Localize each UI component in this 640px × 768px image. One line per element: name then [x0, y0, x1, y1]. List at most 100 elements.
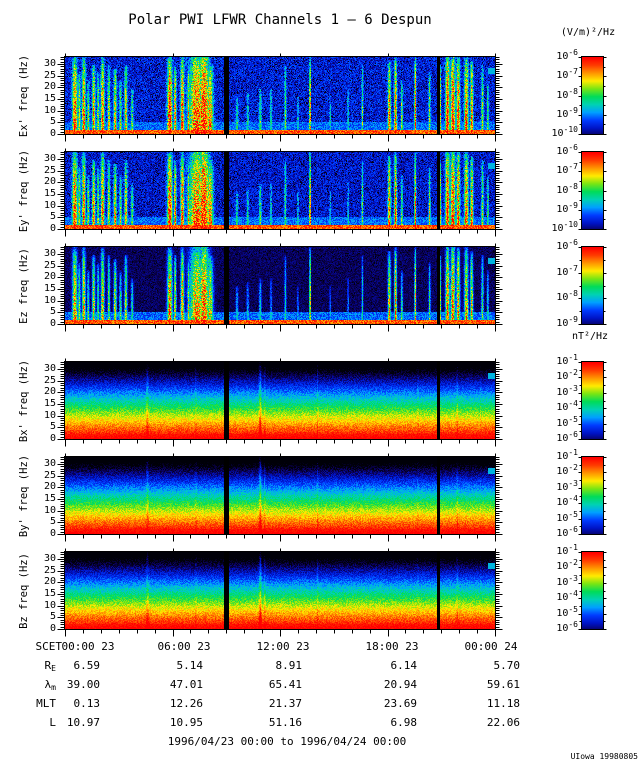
colorbar-tick-label: 10-8	[520, 289, 578, 303]
y-tick-label: 20	[43, 81, 56, 92]
colorbar-tick-label: 10-10	[520, 125, 579, 139]
y-tick-label: 0	[49, 128, 56, 139]
y-tick-label: 25	[43, 565, 56, 576]
row-label-text: MLT	[36, 697, 56, 710]
colorbar-tick-label: 10-7	[520, 264, 578, 278]
y-axis-label-ey: Ey' freq (Hz)	[18, 149, 30, 232]
ephemeris-value: 6.59	[73, 659, 101, 672]
y-tick-label: 30	[43, 458, 56, 469]
y-tick-label: 30	[43, 248, 56, 259]
ephemeris-value: 8.91	[275, 659, 303, 672]
colorbar-tick-label: 10-9	[520, 201, 578, 215]
colorbar-base: 10	[556, 90, 569, 101]
y-tick-label: 30	[43, 58, 56, 69]
scet-time-label: 00:00 23	[61, 640, 115, 653]
y-tick-label: 20	[43, 176, 56, 187]
colorbar-base: 10	[556, 402, 569, 413]
colorbar-base: 10	[556, 267, 569, 278]
colorbar-exponent: -5	[568, 415, 578, 424]
colorbar-exponent: -7	[568, 162, 578, 171]
row-label-subscript: m	[51, 683, 56, 692]
colorbar-exponent: -1	[568, 448, 578, 457]
y-tick-label: 0	[49, 528, 56, 539]
colorbar-base: 10	[556, 146, 569, 157]
ephemeris-value: 51.16	[268, 716, 302, 729]
colorbar-tick-label: 10-3	[520, 384, 578, 398]
colorbar-tick-label: 10-8	[520, 87, 578, 101]
ephemeris-value: 5.70	[493, 659, 521, 672]
colorbar-exponent: -3	[568, 574, 578, 583]
colorbar-tick-label: 10-9	[520, 315, 578, 329]
y-tick-label: 15	[43, 493, 56, 504]
colorbar-tick-label: 10-1	[520, 543, 578, 557]
y-tick-label: 5	[49, 611, 56, 622]
y-tick-label: 15	[43, 283, 56, 294]
colorbar-tick-label: 10-3	[520, 574, 578, 588]
colorbar-tick-label: 10-5	[520, 510, 578, 524]
colorbar-base: 10	[556, 433, 569, 444]
row-label-text: L	[49, 716, 56, 729]
y-tick-label: 30	[43, 553, 56, 564]
colorbar-tick-label: 10-6	[520, 48, 578, 62]
y-tick-label: 10	[43, 410, 56, 421]
colorbar-base: 10	[556, 513, 569, 524]
colorbar-base: 10	[556, 109, 569, 120]
colorbar-tick-label: 10-4	[520, 399, 578, 413]
y-tick-label: 5	[49, 306, 56, 317]
ephemeris-value: 6.14	[390, 659, 418, 672]
colorbar-base: 10	[556, 418, 569, 429]
colorbar-tick-label: 10-7	[520, 162, 578, 176]
y-tick-label: 15	[43, 188, 56, 199]
colorbar-base: 10	[556, 204, 569, 215]
colorbar-tick-label: 10-2	[520, 368, 578, 382]
colorbar-base: 10	[556, 387, 569, 398]
y-tick-label: 5	[49, 516, 56, 527]
colorbar-tick-label: 10-5	[520, 605, 578, 619]
scet-time-label: 18:00 23	[365, 640, 419, 653]
row-label-text: R	[44, 659, 52, 672]
ephemeris-value: 6.98	[390, 716, 418, 729]
colorbar-base: 10	[556, 318, 569, 329]
colorbar-base: 10	[556, 241, 569, 252]
ephemeris-value: 21.37	[268, 697, 302, 710]
colorbar-exponent: -5	[568, 605, 578, 614]
colorbar-tick-label: 10-6	[520, 238, 578, 252]
ephemeris-value: 59.61	[486, 678, 520, 691]
colorbar-base: 10	[556, 451, 569, 462]
colorbar-base: 10	[556, 608, 569, 619]
colorbar-base: 10	[556, 466, 569, 477]
y-tick-label: 15	[43, 398, 56, 409]
colorbar-tick-label: 10-6	[520, 620, 578, 634]
colorbar-base: 10	[556, 356, 569, 367]
ephemeris-row-label: λm	[0, 678, 56, 693]
colorbar-exponent: -9	[568, 201, 578, 210]
colorbar-exponent: -6	[568, 620, 578, 629]
y-axis-label-bx: Bx' freq (Hz)	[18, 359, 30, 442]
y-tick-label: 0	[49, 623, 56, 634]
spectrogram-ex	[65, 57, 495, 134]
y-axis-label-ex: Ex' freq (Hz)	[18, 54, 30, 137]
ephemeris-value: 65.41	[268, 678, 302, 691]
y-axis-label-ez: Ez freq (Hz)	[18, 247, 30, 324]
colorbar-exponent: -6	[568, 238, 578, 247]
colorbar-base: 10	[556, 592, 569, 603]
colorbar-exponent: -7	[568, 67, 578, 76]
y-tick-label: 10	[43, 295, 56, 306]
ephemeris-value: 47.01	[169, 678, 203, 691]
y-tick-label: 10	[43, 505, 56, 516]
colorbar-exponent: -3	[568, 479, 578, 488]
colorbar-exponent: -10	[563, 220, 578, 229]
y-tick-label: 20	[43, 576, 56, 587]
colorbar-tick-label: 10-4	[520, 589, 578, 603]
colorbar-exponent: -8	[568, 87, 578, 96]
y-tick-label: 25	[43, 260, 56, 271]
spectrogram-bz	[65, 552, 495, 629]
colorbar-exponent: -1	[568, 543, 578, 552]
colorbar-by	[582, 457, 603, 534]
colorbar-tick-label: 10-8	[520, 182, 578, 196]
row-label-text: λ	[44, 678, 52, 691]
colorbar-tick-label: 10-4	[520, 494, 578, 508]
scet-time-label: 06:00 23	[157, 640, 211, 653]
spectrogram-ez	[65, 247, 495, 324]
spectrogram-bx	[65, 362, 495, 439]
